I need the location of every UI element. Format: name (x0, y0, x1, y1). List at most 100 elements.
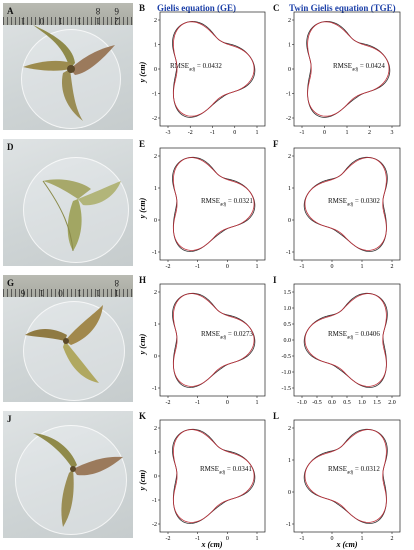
rmse-annotation-B: RMSEadj = 0.0432 (170, 62, 222, 73)
photo-label: D (7, 142, 14, 152)
plot-frame (159, 283, 266, 397)
y-tick-label: 2 (288, 18, 291, 24)
plot-frame (293, 11, 401, 127)
fitted-curve (173, 429, 255, 523)
y-tick-label: 2 (154, 426, 157, 432)
leaf-image (42, 179, 121, 252)
x-axis-label: x (cm) (200, 540, 222, 549)
y-axis-label: y (cm) (138, 61, 147, 83)
x-tick-label: 1.5 (373, 400, 381, 406)
plot-frame (293, 419, 401, 533)
y-tick-label: 1.0 (284, 306, 292, 312)
x-tick-label: -2 (188, 130, 193, 136)
x-tick-label: 2.0 (388, 400, 396, 406)
x-tick-label: 0 (226, 536, 229, 542)
x-tick-label: 2 (368, 130, 371, 136)
panel-label-L: L (273, 411, 280, 421)
y-tick-label: 2 (154, 18, 157, 24)
x-tick-label: 1 (361, 264, 364, 270)
y-tick-label: -1 (152, 498, 157, 504)
leaf-image (23, 25, 115, 121)
x-tick-label: 0.0 (328, 400, 336, 406)
panel-label-H: H (139, 275, 147, 285)
fitted-curve (173, 21, 255, 117)
photo-label: J (7, 414, 12, 424)
y-tick-label: 0 (288, 490, 291, 496)
x-tick-label: -1 (300, 536, 305, 542)
leaf-photo-j: J (3, 411, 133, 538)
y-axis-label: y (cm) (138, 197, 147, 219)
y-tick-label: -1 (286, 250, 291, 256)
fitted-curve (307, 21, 390, 117)
y-tick-label: 1 (154, 322, 157, 328)
y-tick-label: -0.5 (282, 354, 292, 360)
y-tick-label: -1.0 (282, 370, 292, 376)
x-tick-label: -1 (300, 130, 305, 136)
y-tick-label: 0.5 (284, 322, 292, 328)
ruler: 2 1 1 1 0 1 6 8 (3, 3, 133, 26)
y-tick-label: 2 (154, 290, 157, 296)
x-tick-label: 1.0 (358, 400, 366, 406)
y-tick-label: 2 (288, 426, 291, 432)
rmse-annotation-F: RMSEadj = 0.0302 (328, 197, 380, 208)
y-tick-label: -1 (152, 386, 157, 392)
x-tick-label: -2 (166, 264, 171, 270)
fitted-curve (304, 157, 387, 251)
x-tick-label: -2 (166, 400, 171, 406)
x-tick-label: 0.5 (343, 400, 351, 406)
fitted-curve (173, 157, 255, 251)
y-tick-label: 0 (288, 67, 291, 73)
y-tick-label: -2 (286, 116, 291, 122)
leaf-photo-d: D (3, 139, 133, 266)
x-tick-label: 2 (391, 536, 394, 542)
y-tick-label: 1 (154, 186, 157, 192)
panel-label-B: B (139, 3, 146, 13)
y-tick-label: 0.0 (284, 338, 292, 344)
x-tick-label: 0 (323, 130, 326, 136)
photo-label: G (7, 278, 15, 288)
ruler: 1 1 1 0 1 6 8 (3, 275, 133, 298)
x-tick-label: -1 (195, 400, 200, 406)
rmse-annotation-L: RMSEadj = 0.0312 (328, 465, 380, 476)
x-tick-label: 2 (391, 264, 394, 270)
x-tick-label: 1 (256, 264, 259, 270)
y-tick-label: 1.5 (284, 290, 292, 296)
plot-frame (293, 283, 401, 397)
leaf-photo-a: 2 1 1 1 0 1 6 8 A (3, 3, 133, 130)
y-tick-label: 0 (154, 474, 157, 480)
x-tick-label: 0 (226, 400, 229, 406)
x-tick-label: 0 (331, 536, 334, 542)
x-axis-label: x (cm) (335, 540, 357, 549)
y-tick-label: -1 (286, 92, 291, 98)
x-tick-label: 1 (361, 536, 364, 542)
x-tick-label: -3 (166, 130, 171, 136)
rmse-annotation-H: RMSEadj = 0.0273 (201, 330, 253, 341)
fitted-curve (173, 293, 255, 387)
y-tick-label: 1 (288, 458, 291, 464)
panel-label-F: F (273, 139, 279, 149)
plot-frame (159, 419, 266, 533)
x-tick-label: 1 (256, 400, 259, 406)
rmse-annotation-I: RMSEadj = 0.0406 (328, 330, 380, 341)
photo-label: A (7, 6, 14, 16)
plot-frame (159, 147, 266, 261)
y-tick-label: 1 (288, 186, 291, 192)
x-tick-label: 1 (256, 130, 259, 136)
y-axis-label: y (cm) (138, 333, 147, 355)
y-tick-label: -1 (286, 522, 291, 528)
y-axis-label: y (cm) (138, 469, 147, 491)
leaf-photo-g: 1 1 1 0 1 6 8 G (3, 275, 133, 402)
y-tick-label: 2 (288, 154, 291, 160)
panel-label-K: K (139, 411, 147, 421)
y-tick-label: -1 (152, 250, 157, 256)
fitted-curve (304, 293, 387, 387)
y-tick-label: -1 (152, 92, 157, 98)
plot-frame (293, 147, 401, 261)
x-tick-label: -1 (210, 130, 215, 136)
leaf-image (25, 305, 103, 383)
y-tick-label: -1.5 (282, 386, 292, 392)
x-tick-label: 0 (331, 264, 334, 270)
y-tick-label: 0 (154, 218, 157, 224)
rmse-annotation-K: RMSEadj = 0.0341 (200, 465, 252, 476)
